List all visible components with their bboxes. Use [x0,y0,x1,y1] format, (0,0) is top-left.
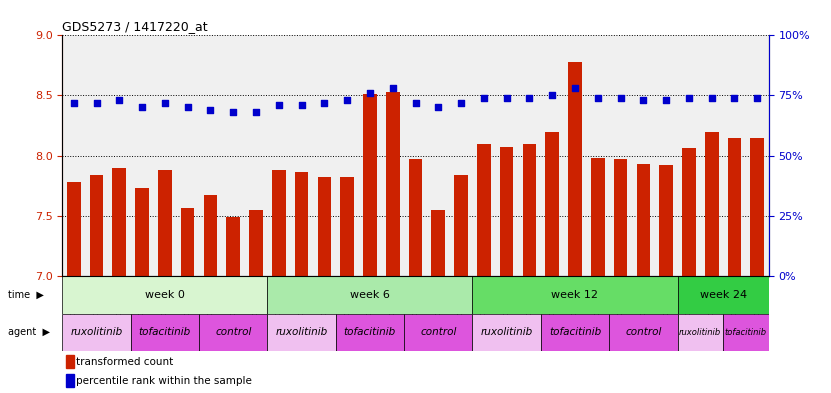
Bar [677,314,723,351]
Bar [90,175,103,276]
Point [682,95,696,101]
Text: week 24: week 24 [700,290,747,299]
Text: time  ▶: time ▶ [8,290,44,299]
Bar [499,147,514,276]
Bar [268,314,336,351]
Point [523,95,536,101]
Point [728,95,741,101]
Bar [112,167,126,276]
Point [90,99,103,106]
Bar [637,164,650,276]
Point [67,99,81,106]
Bar [199,314,268,351]
Bar [455,175,468,276]
Bar [66,355,74,368]
Point [614,95,627,101]
Bar [135,188,149,276]
Text: week 0: week 0 [145,290,184,299]
Point [317,99,331,106]
Bar [473,276,677,314]
Text: ruxolitinib: ruxolitinib [679,328,721,337]
Text: tofacitinib: tofacitinib [139,327,191,338]
Bar [705,132,719,276]
Point [705,95,718,101]
Point [637,97,650,103]
Bar [226,217,240,276]
Bar [130,314,199,351]
Bar [363,94,376,276]
Bar [431,209,445,276]
Text: control: control [215,327,252,338]
Text: transformed count: transformed count [76,357,173,367]
Bar [62,276,268,314]
Point [386,85,400,92]
Bar [723,314,769,351]
Bar [341,177,354,276]
Bar [541,314,609,351]
Point [477,95,490,101]
Point [431,104,445,110]
Bar [66,182,81,276]
Bar [659,165,673,276]
Bar [682,148,696,276]
Bar [158,170,172,276]
Bar [523,143,536,276]
Bar [386,92,400,276]
Text: week 6: week 6 [350,290,390,299]
Bar [614,159,627,276]
Point [363,90,376,96]
Point [227,109,240,116]
Point [158,99,171,106]
Point [568,85,582,92]
Bar [677,276,769,314]
Bar [750,138,765,276]
Bar [204,195,217,276]
Bar [409,159,422,276]
Bar [336,314,404,351]
Point [295,102,308,108]
Text: ruxolitinib: ruxolitinib [480,327,533,338]
Point [272,102,285,108]
Text: tofacitinib: tofacitinib [344,327,396,338]
Point [113,97,126,103]
Bar [317,177,332,276]
Point [204,107,217,113]
Bar [568,62,582,276]
Text: control: control [420,327,456,338]
Point [181,104,194,110]
Bar [181,208,194,276]
Text: agent  ▶: agent ▶ [8,327,51,338]
Bar [609,314,677,351]
Bar [268,276,473,314]
Point [249,109,263,116]
Point [546,92,559,99]
Bar [591,158,605,276]
Point [409,99,422,106]
Text: ruxolitinib: ruxolitinib [275,327,327,338]
Point [341,97,354,103]
Text: control: control [625,327,661,338]
Bar [249,209,263,276]
Text: week 12: week 12 [552,290,598,299]
Bar [473,314,541,351]
Point [135,104,149,110]
Point [660,97,673,103]
Bar [545,132,559,276]
Bar [728,138,741,276]
Bar [62,314,130,351]
Point [750,95,764,101]
Text: ruxolitinib: ruxolitinib [71,327,123,338]
Bar [404,314,473,351]
Text: GDS5273 / 1417220_at: GDS5273 / 1417220_at [62,20,208,33]
Point [591,95,604,101]
Point [500,95,514,101]
Text: tofacitinib: tofacitinib [548,327,601,338]
Bar [477,143,490,276]
Text: percentile rank within the sample: percentile rank within the sample [76,376,252,386]
Bar [295,173,308,276]
Bar [272,170,286,276]
Bar [66,374,74,387]
Text: tofacitinib: tofacitinib [725,328,767,337]
Point [455,99,468,106]
